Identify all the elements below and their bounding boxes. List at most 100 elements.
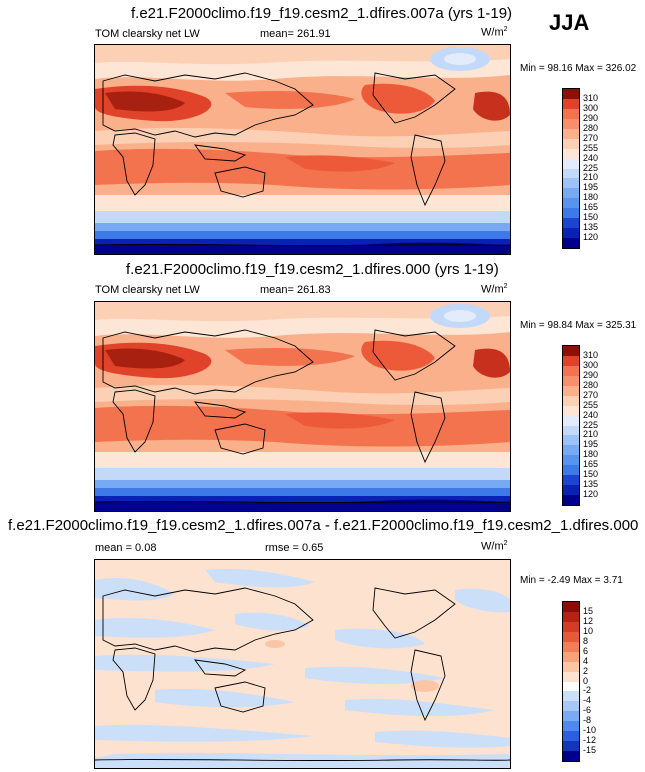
colorbar-segment xyxy=(563,661,579,672)
panel-2-map xyxy=(94,301,511,512)
colorbar-segment xyxy=(563,701,579,712)
colorbar-tick-label: 150 xyxy=(583,469,599,480)
panel-3-colorbar xyxy=(562,601,580,762)
panel-2-mean-label: mean= 261.83 xyxy=(260,284,331,296)
colorbar-segment xyxy=(563,455,579,466)
colorbar-tick-label: 2 xyxy=(583,665,589,676)
colorbar-tick-label: 135 xyxy=(583,222,599,233)
colorbar-segment xyxy=(563,346,579,356)
colorbar-segment xyxy=(563,168,579,179)
colorbar-tick-label: 210 xyxy=(583,172,599,183)
colorbar-tick-label: 310 xyxy=(583,92,599,103)
colorbar-segment xyxy=(563,118,579,129)
colorbar-segment xyxy=(563,218,579,229)
colorbar-tick-label: -12 xyxy=(583,735,597,746)
colorbar-tick-label: 4 xyxy=(583,655,589,666)
colorbar-segment xyxy=(563,631,579,642)
colorbar-segment xyxy=(563,691,579,702)
colorbar-segment xyxy=(563,238,579,248)
colorbar-segment xyxy=(563,208,579,219)
season-label: JJA xyxy=(549,10,590,35)
colorbar-segment xyxy=(563,158,579,169)
colorbar-segment xyxy=(563,721,579,732)
panel-2-range-label: Min = 98.84 Max = 325.31 xyxy=(520,320,637,331)
panel-1-variable-label: TOM clearsky net LW xyxy=(95,28,200,40)
colorbar-tick-label: -10 xyxy=(583,725,597,736)
panel-3-units: W/m2 xyxy=(481,540,508,553)
colorbar-segment xyxy=(563,385,579,396)
panel-2-title: f.e21.F2000climo.f19_f19.cesm2_1.dfires.… xyxy=(126,261,499,278)
colorbar-tick-label: 165 xyxy=(583,202,599,213)
colorbar-tick-label: 15 xyxy=(583,605,594,616)
colorbar-tick-label: 165 xyxy=(583,459,599,470)
colorbar-tick-label: -15 xyxy=(583,745,597,756)
panel-1-title: f.e21.F2000climo.f19_f19.cesm2_1.dfires.… xyxy=(131,5,513,22)
colorbar-tick-label: 240 xyxy=(583,152,599,163)
colorbar-tick-label: 310 xyxy=(583,349,599,360)
colorbar-segment xyxy=(563,355,579,366)
colorbar-tick-label: 150 xyxy=(583,212,599,223)
colorbar-segment xyxy=(563,228,579,239)
colorbar-segment xyxy=(563,98,579,109)
panel-3-mean-label: mean = 0.08 xyxy=(95,542,157,554)
colorbar-tick-label: 270 xyxy=(583,132,599,143)
colorbar-tick-label: 225 xyxy=(583,419,599,430)
colorbar-segment xyxy=(563,138,579,149)
colorbar-tick-label: 10 xyxy=(583,625,594,636)
colorbar-tick-label: 135 xyxy=(583,479,599,490)
colorbar-segment xyxy=(563,178,579,189)
colorbar-tick-label: 6 xyxy=(583,645,589,656)
colorbar-segment xyxy=(563,641,579,652)
colorbar-tick-label: 180 xyxy=(583,449,599,460)
colorbar-segment xyxy=(563,611,579,622)
panel-2-colorbar xyxy=(562,345,580,506)
colorbar-tick-label: 195 xyxy=(583,439,599,450)
colorbar-tick-label: 300 xyxy=(583,102,599,113)
colorbar-tick-label: 255 xyxy=(583,399,599,410)
colorbar-tick-label: 240 xyxy=(583,409,599,420)
colorbar-segment xyxy=(563,602,579,612)
colorbar-tick-label: 280 xyxy=(583,122,599,133)
colorbar-tick-label: -4 xyxy=(583,695,592,706)
panel-1-colorbar xyxy=(562,88,580,249)
colorbar-tick-label: -6 xyxy=(583,705,592,716)
colorbar-tick-label: 290 xyxy=(583,112,599,123)
colorbar-tick-label: 210 xyxy=(583,429,599,440)
colorbar-segment xyxy=(563,425,579,436)
colorbar-segment xyxy=(563,198,579,209)
colorbar-segment xyxy=(563,108,579,119)
colorbar-segment xyxy=(563,465,579,476)
colorbar-segment xyxy=(563,475,579,486)
panel-1-mean-label: mean= 261.91 xyxy=(260,28,331,40)
colorbar-segment xyxy=(563,751,579,761)
colorbar-segment xyxy=(563,148,579,159)
colorbar-tick-label: 195 xyxy=(583,182,599,193)
colorbar-segment xyxy=(563,395,579,406)
panel-2-variable-label: TOM clearsky net LW xyxy=(95,284,200,296)
colorbar-segment xyxy=(563,415,579,426)
colorbar-segment xyxy=(563,89,579,99)
panel-2-units: W/m2 xyxy=(481,283,508,296)
colorbar-segment xyxy=(563,365,579,376)
colorbar-tick-label: 120 xyxy=(583,232,599,243)
colorbar-segment xyxy=(563,741,579,752)
colorbar-tick-label: 280 xyxy=(583,379,599,390)
colorbar-segment xyxy=(563,435,579,446)
colorbar-tick-label: 225 xyxy=(583,162,599,173)
colorbar-segment xyxy=(563,711,579,722)
colorbar-segment xyxy=(563,621,579,632)
colorbar-segment xyxy=(563,188,579,199)
panel-3-range-label: Min = -2.49 Max = 3.71 xyxy=(520,575,623,586)
colorbar-segment xyxy=(563,445,579,456)
panel-3-rmse-label: rmse = 0.65 xyxy=(265,542,324,554)
colorbar-segment xyxy=(563,405,579,416)
colorbar-segment xyxy=(563,375,579,386)
colorbar-tick-label: 12 xyxy=(583,615,594,626)
colorbar-segment xyxy=(563,681,579,692)
colorbar-segment xyxy=(563,128,579,139)
colorbar-tick-label: 270 xyxy=(583,389,599,400)
colorbar-tick-label: -2 xyxy=(583,685,592,696)
colorbar-segment xyxy=(563,671,579,682)
colorbar-tick-label: 0 xyxy=(583,675,589,686)
colorbar-tick-label: 255 xyxy=(583,142,599,153)
